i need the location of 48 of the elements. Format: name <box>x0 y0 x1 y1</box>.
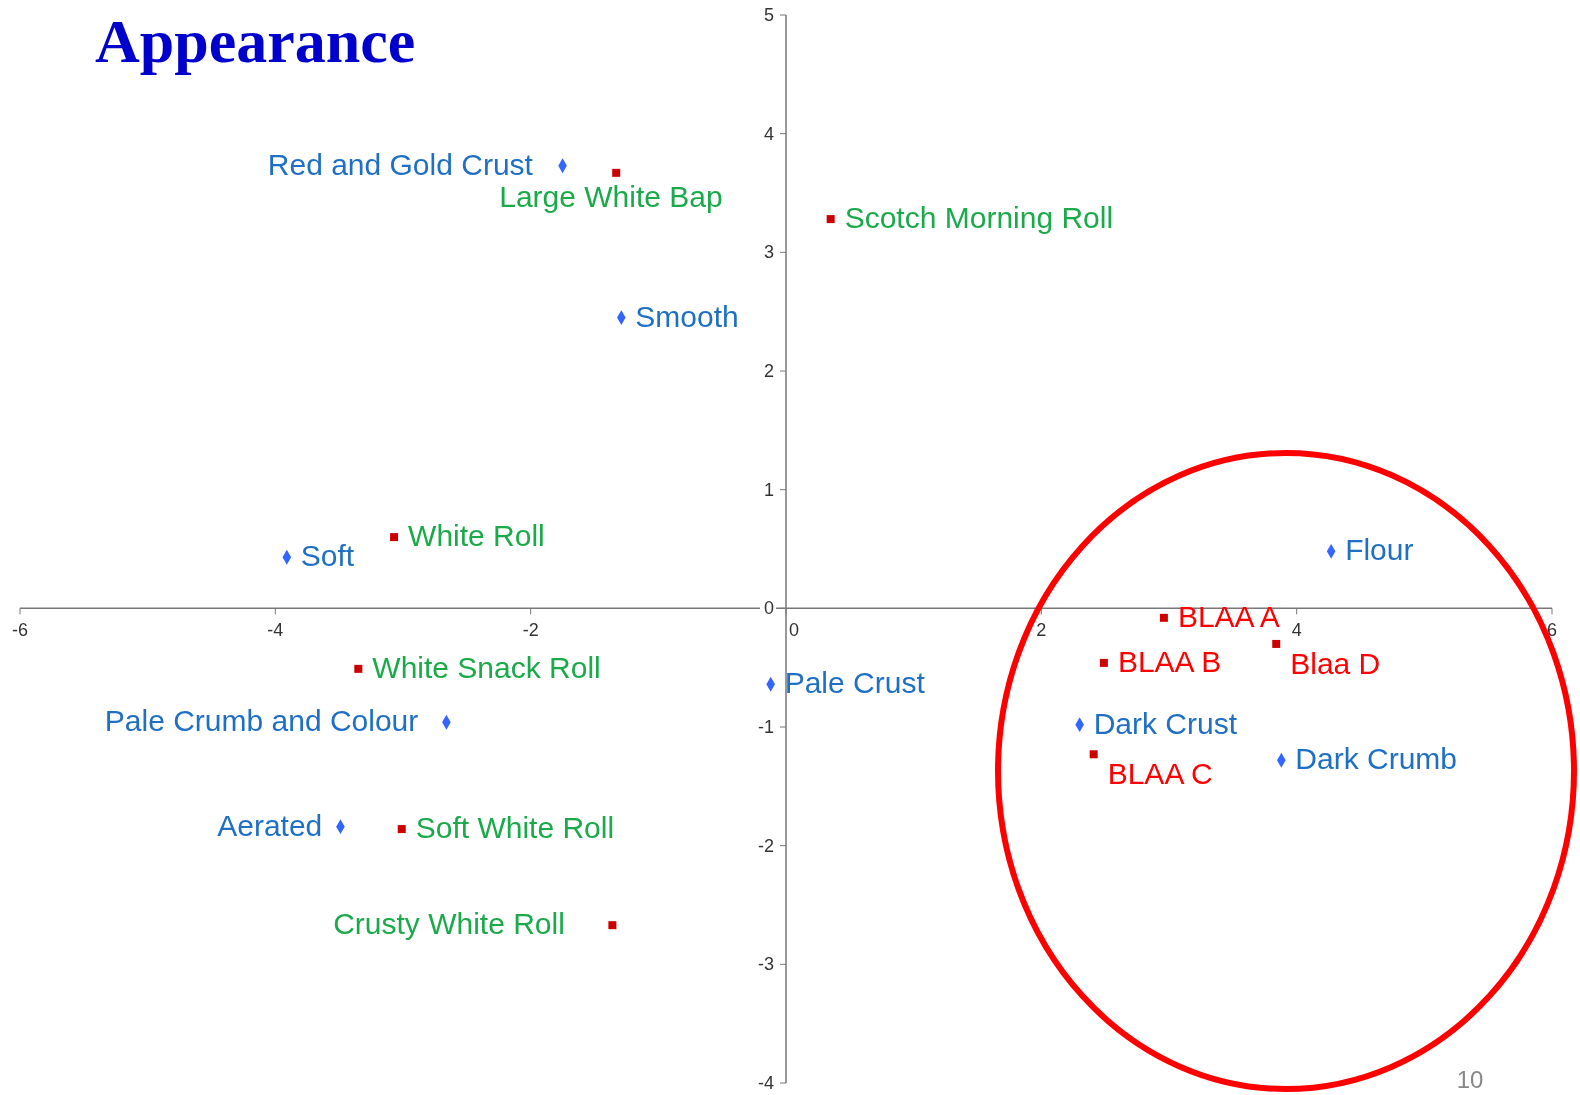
x-tick-label: -4 <box>267 620 284 641</box>
point <box>608 921 617 930</box>
point <box>826 215 835 224</box>
point <box>612 168 621 177</box>
point <box>1159 613 1168 622</box>
data-label: BLAA A <box>1177 599 1280 633</box>
data-label: Smooth <box>635 299 739 333</box>
x-tick-label: -2 <box>522 620 539 641</box>
data-label: Aerated <box>217 808 323 842</box>
data-label: White Roll <box>408 519 545 553</box>
data-label: Soft White Roll <box>415 811 615 845</box>
annotation: 10 <box>1456 1066 1484 1093</box>
data-label: Large White Bap <box>499 179 723 213</box>
point <box>397 825 406 834</box>
data-label: Dark Crust <box>1093 706 1238 740</box>
data-label: Soft <box>300 539 355 573</box>
y-tick-label: 3 <box>763 242 774 263</box>
y-tick-label: -1 <box>757 717 774 737</box>
data-label: Scotch Morning Roll <box>844 201 1114 235</box>
x-tick-label: 6 <box>1546 620 1558 641</box>
data-label: BLAA C <box>1107 757 1213 791</box>
data-label: BLAA B <box>1117 644 1222 678</box>
data-label: Pale Crust <box>784 666 926 700</box>
data-label: White Snack Roll <box>372 650 601 684</box>
point <box>1272 639 1281 648</box>
point <box>1089 750 1098 759</box>
y-tick-label: 1 <box>763 479 774 500</box>
data-label: Pale Crumb and Colour <box>104 704 419 738</box>
point <box>1099 658 1108 667</box>
x-tick-label: 4 <box>1291 620 1302 641</box>
x-tick-label: 0 <box>788 620 800 641</box>
y-tick-label: -3 <box>757 954 774 975</box>
data-label: Crusty White Roll <box>333 907 565 941</box>
y-tick-label: 4 <box>763 123 774 144</box>
y-tick-label: -2 <box>757 835 774 856</box>
data-label: Blaa D <box>1290 646 1381 680</box>
data-label: Dark Crumb <box>1295 742 1458 776</box>
y-tick-label: 5 <box>763 5 774 25</box>
data-label: Red and Gold Crust <box>267 147 534 181</box>
y-tick-label: 2 <box>763 361 774 381</box>
y-tick-label: -4 <box>757 1073 774 1093</box>
x-tick-label: 2 <box>1036 620 1047 641</box>
y-tick-label: 0 <box>763 598 774 619</box>
x-tick-label: -6 <box>11 620 29 641</box>
point <box>354 664 363 673</box>
point <box>390 533 399 542</box>
chart-title: Appearance <box>95 6 416 77</box>
data-label: Flour <box>1345 533 1414 567</box>
